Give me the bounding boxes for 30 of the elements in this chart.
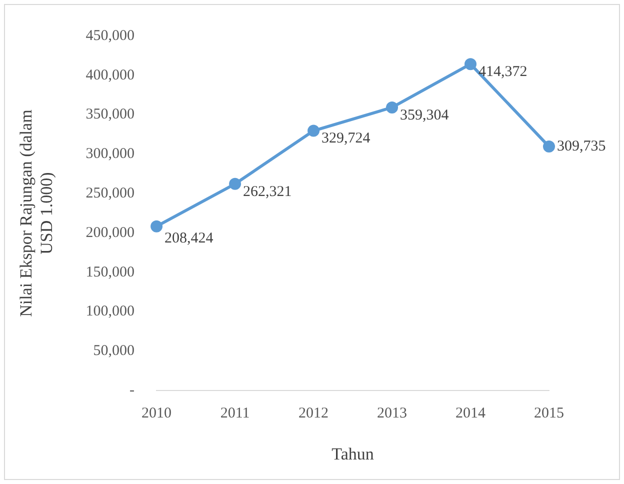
point [464, 58, 477, 70]
text: 359,304 [400, 107, 449, 124]
y-axis-title: Nilai Ekspor Rajungan (dalam USD 1.000) [16, 110, 56, 317]
y-tick-label: 450,000 [86, 28, 135, 44]
text: 208,424 [164, 230, 214, 246]
y-tick-label: 100,000 [86, 304, 135, 320]
x-axis-title: Tahun [332, 444, 374, 464]
x-tick-label: 2014 [456, 406, 486, 422]
point [308, 124, 320, 137]
y-tick-label: 250,000 [86, 186, 135, 202]
y-tick-label: - [130, 382, 135, 399]
point [386, 101, 398, 114]
point [229, 178, 242, 190]
text: 309,735 [557, 138, 606, 154]
y-tick-label: 200,000 [86, 224, 135, 241]
text: 329,724 [322, 130, 370, 147]
text: 262,321 [243, 184, 292, 200]
x-tick-label: 2012 [298, 406, 329, 422]
y-tick-label: 350,000 [86, 106, 135, 123]
x-tick-label: 2013 [377, 406, 408, 422]
point [150, 220, 163, 232]
y-tick-label: 300,000 [86, 146, 135, 162]
x-tick-label: 2010 [142, 406, 172, 422]
x-tick-label: 2011 [220, 406, 250, 422]
point [543, 140, 555, 153]
y-tick-label: 50,000 [93, 343, 135, 360]
y-tick-label: 150,000 [86, 264, 135, 280]
y-tick-label: 400,000 [86, 67, 135, 84]
x-tick-label: 2015 [534, 406, 564, 422]
text: 414,372 [478, 64, 528, 80]
